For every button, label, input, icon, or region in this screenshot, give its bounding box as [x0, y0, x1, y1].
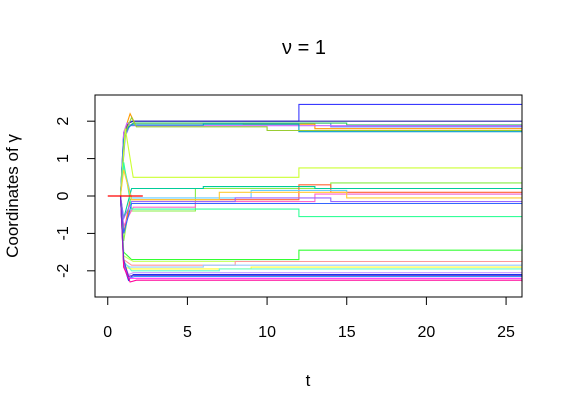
- x-axis-label: t: [306, 371, 311, 390]
- x-tick-label: 25: [497, 324, 515, 341]
- series-line-15: [119, 195, 522, 221]
- x-tick-label: 15: [338, 324, 356, 341]
- y-tick-label: -1: [55, 226, 72, 240]
- chart-title: ν = 1: [282, 37, 326, 59]
- series-line-14: [119, 193, 522, 228]
- y-tick-label: 2: [55, 117, 72, 126]
- x-axis: 0 5 10 15 20 25: [103, 296, 515, 341]
- series-line-25: [119, 195, 522, 276]
- series-line-16: [119, 162, 522, 218]
- y-axis-label: Coordinates of γ: [3, 134, 22, 258]
- x-tick-label: 5: [183, 324, 192, 341]
- series-line-20: [119, 195, 523, 263]
- series-line-9: [119, 128, 522, 197]
- y-tick-label: 1: [55, 154, 72, 163]
- x-tick-label: 0: [103, 324, 112, 341]
- series-line-12: [119, 165, 522, 199]
- y-tick-label: -2: [55, 264, 72, 278]
- series-line-19: [119, 195, 523, 261]
- x-tick-label: 10: [258, 324, 276, 341]
- x-tick-label: 20: [418, 324, 436, 341]
- series-line-1: [119, 103, 522, 197]
- series-line-18: [119, 169, 522, 201]
- series-line-13: [119, 186, 522, 219]
- series-line-27: [119, 195, 522, 279]
- series-line-21: [119, 195, 523, 266]
- series-layer: [119, 103, 523, 283]
- series-line-17: [119, 195, 522, 234]
- series-line-10: [119, 182, 522, 241]
- y-axis: -2 -1 0 1 2: [55, 117, 96, 278]
- y-tick-label: 0: [55, 191, 72, 200]
